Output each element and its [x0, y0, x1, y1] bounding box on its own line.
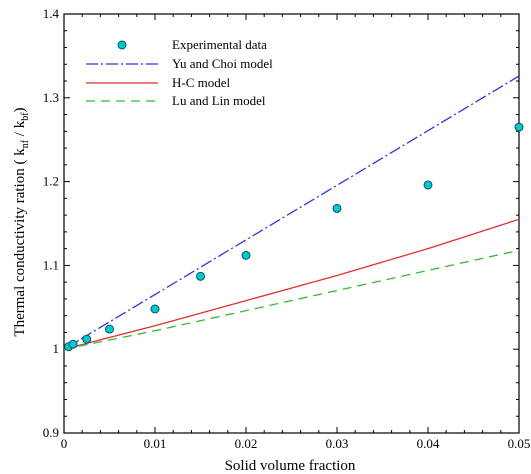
data-point: [106, 325, 114, 333]
legend-label-lu-and-lin-model: Lu and Lin model: [172, 93, 266, 108]
x-tick-label: 0: [61, 436, 68, 451]
y-tick-label: 1.4: [43, 6, 60, 21]
legend: Experimental data Yu and Choi model H-C mo…: [86, 37, 273, 108]
x-axis-label: Solid volume fraction: [225, 458, 356, 474]
legend-label-experimental-data: Experimental data: [172, 37, 267, 52]
series-layer: [64, 76, 523, 351]
y-tick-label: 1.1: [43, 257, 59, 272]
series-line-yu-and-choi-model: [64, 76, 519, 349]
x-tick-label: 0.04: [417, 436, 440, 451]
x-tick-label: 0.03: [326, 436, 349, 451]
data-point: [69, 340, 77, 348]
axis-ticks: 0 0.01 0.02 0.03 0.04 0.05 0.9 1 1.1 1.2 1.3 1.4: [43, 6, 531, 451]
legend-marker-experimental-data: [118, 41, 126, 49]
y-tick-label: 1: [53, 341, 60, 356]
data-point: [151, 305, 159, 313]
series-line-lu-and-lin-model: [64, 250, 519, 349]
data-point: [83, 335, 91, 343]
legend-label-h-c-model: H-C model: [172, 75, 231, 90]
data-point: [333, 204, 341, 212]
x-tick-label: 0.01: [144, 436, 167, 451]
data-point: [424, 181, 432, 189]
data-point: [515, 123, 523, 131]
y-tick-label: 1.2: [43, 174, 59, 189]
data-point: [197, 272, 205, 280]
legend-label-yu-and-choi-model: Yu and Choi model: [172, 56, 273, 71]
series-line-h-c-model: [64, 219, 519, 349]
x-tick-label: 0.02: [235, 436, 258, 451]
plot-frame: [64, 14, 519, 433]
y-tick-label: 0.9: [43, 425, 59, 440]
data-point: [242, 251, 250, 259]
y-axis-label: Thermal conductivity ration ( knf / kbf): [12, 107, 31, 336]
plot-frame-rect: [64, 14, 519, 433]
y-tick-label: 1.3: [43, 90, 59, 105]
x-tick-label: 0.05: [508, 436, 531, 451]
